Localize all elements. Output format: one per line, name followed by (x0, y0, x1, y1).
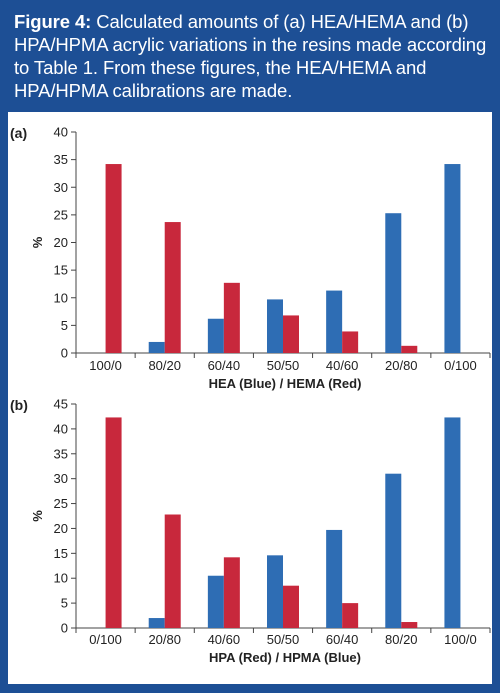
bar-blue-60-40 (326, 529, 343, 628)
x-tick-label: 80/20 (385, 632, 418, 647)
panel-label: (a) (10, 125, 27, 141)
bar-blue-60-40 (207, 318, 224, 353)
y-tick-label: 10 (54, 571, 68, 586)
x-tick-label: 40/60 (326, 358, 359, 373)
y-tick-label: 35 (54, 152, 68, 167)
bar-red-50-50 (283, 585, 299, 628)
bar-blue-40-60 (326, 290, 343, 353)
y-tick-label: 25 (54, 207, 68, 222)
bar-blue-40-60 (207, 575, 224, 628)
panel-label: (b) (10, 397, 28, 413)
y-tick-label: 0 (61, 621, 68, 636)
x-tick-label: 100/0 (89, 358, 122, 373)
y-axis-label: % (30, 510, 45, 522)
x-tick-label: 60/40 (326, 632, 359, 647)
bar-blue-80-20 (385, 473, 402, 628)
y-tick-label: 40 (54, 125, 68, 140)
charts-svg: (a) 0 5 10 15 20 25 30 35 40% 100/0 80/20 60/40 50/50… (10, 125, 491, 665)
x-tick-label: 20/80 (148, 632, 181, 647)
bar-blue-100-0 (444, 417, 461, 628)
y-tick-label: 45 (54, 397, 68, 412)
figure-label: Figure 4: (14, 11, 92, 32)
y-tick-label: 20 (54, 521, 68, 536)
y-tick-label: 40 (54, 421, 68, 436)
y-tick-label: 5 (61, 318, 68, 333)
bar-red-60-40 (223, 282, 240, 353)
chart-panel: (a) 0 5 10 15 20 25 30 35 40% 100/0 80/20 60/40 50/50… (8, 112, 492, 684)
bar-red-80-20 (401, 622, 418, 628)
bar-blue-50-50 (267, 555, 283, 628)
y-tick-label: 30 (54, 180, 68, 195)
bar-red-50-50 (283, 315, 299, 353)
x-axis-label: HPA (Red) / HPMA (Blue) (209, 650, 361, 665)
x-tick-label: 40/60 (208, 632, 241, 647)
bar-blue-20-80 (148, 618, 165, 628)
y-tick-label: 15 (54, 546, 68, 561)
bar-red-20-80 (164, 514, 181, 628)
bar-red-0-100 (105, 417, 122, 628)
bar-red-100-0 (105, 164, 122, 353)
bar-blue-80-20 (148, 341, 165, 353)
bar-red-40-60 (342, 331, 359, 353)
x-tick-label: 100/0 (444, 632, 477, 647)
x-tick-label: 50/50 (267, 358, 300, 373)
y-tick-label: 10 (54, 290, 68, 305)
figure-caption: Figure 4: Calculated amounts of (a) HEA/… (14, 10, 492, 102)
x-tick-label: 0/100 (444, 358, 477, 373)
bar-blue-0-100 (444, 164, 461, 353)
y-tick-label: 0 (61, 346, 68, 361)
y-tick-label: 15 (54, 263, 68, 278)
x-tick-label: 0/100 (89, 632, 122, 647)
y-tick-label: 30 (54, 471, 68, 486)
bar-blue-20-80 (385, 213, 402, 353)
y-tick-label: 35 (54, 446, 68, 461)
x-tick-label: 60/40 (208, 358, 241, 373)
bar-red-60-40 (342, 603, 359, 628)
bar-blue-50-50 (267, 299, 283, 353)
y-tick-label: 20 (54, 235, 68, 250)
x-tick-label: 80/20 (148, 358, 181, 373)
x-tick-label: 50/50 (267, 632, 300, 647)
y-tick-label: 25 (54, 496, 68, 511)
bar-red-80-20 (164, 222, 181, 353)
figure-caption-text: Calculated amounts of (a) HEA/HEMA and (… (14, 11, 487, 101)
x-tick-label: 20/80 (385, 358, 418, 373)
bar-red-40-60 (223, 557, 240, 628)
bar-red-20-80 (401, 345, 418, 353)
y-tick-label: 5 (61, 596, 68, 611)
x-axis-label: HEA (Blue) / HEMA (Red) (209, 376, 362, 391)
y-axis-label: % (30, 236, 45, 248)
